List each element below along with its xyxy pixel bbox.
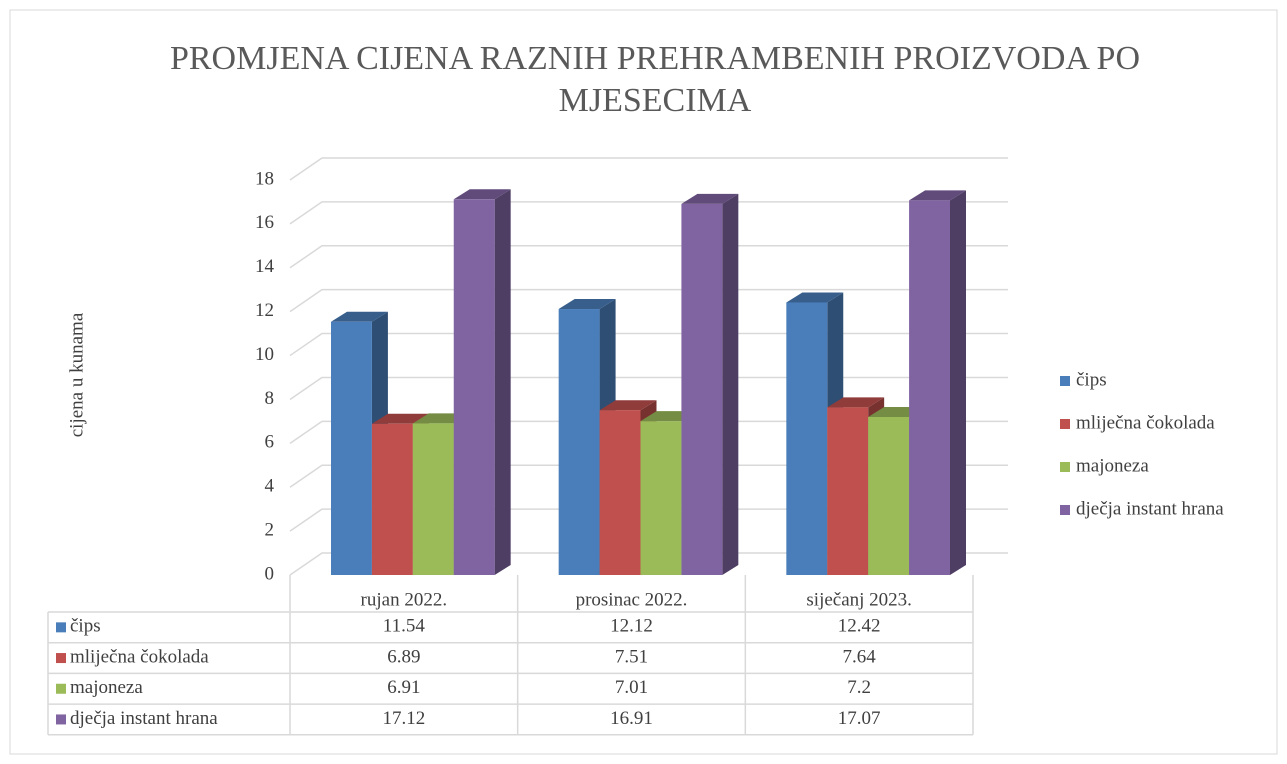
bar-front [371, 423, 413, 575]
bar-front [909, 200, 950, 576]
x-tick-label: prosinac 2022. [576, 589, 688, 610]
bar [453, 189, 511, 576]
grid-line [289, 332, 1008, 357]
bar-front [827, 407, 869, 575]
bar-top [827, 397, 885, 408]
table-row-label: čips [70, 616, 101, 637]
table-row-label: majoneza [70, 677, 143, 698]
table-row-label: dječja instant hrana [70, 708, 218, 729]
legend-key [1060, 505, 1070, 515]
table-legend-key [56, 622, 66, 633]
y-tick-label: 18 [255, 168, 274, 189]
legend-label: čips [1076, 369, 1107, 390]
bar-front [640, 421, 682, 575]
table-cell: 7.2 [847, 677, 871, 698]
bar-top [331, 311, 388, 322]
table-legend-key [56, 714, 66, 725]
y-tick-label: 0 [265, 563, 275, 584]
table-row-label: mliječna čokolada [70, 646, 209, 667]
grid-line [289, 420, 1008, 444]
bar-front [868, 417, 910, 575]
bar [909, 190, 966, 576]
bar-top [681, 193, 739, 204]
table-cell: 16.91 [610, 708, 653, 729]
bar-top [909, 190, 966, 201]
grid-line [289, 376, 1008, 401]
legend-key [1060, 376, 1070, 386]
bar-top [453, 189, 511, 200]
y-axis-label: cijena u kunama [66, 312, 87, 437]
grid-line [289, 245, 1008, 269]
legend-label: dječja instant hrana [1076, 498, 1224, 519]
table-cell: 17.12 [382, 708, 425, 729]
table-cell: 11.54 [383, 616, 426, 637]
bar [558, 299, 616, 575]
legend-label: mliječna čokolada [1076, 412, 1215, 433]
chart-title: PROMJENA CIJENA RAZNIH PREHRAMBENIH PROI… [169, 40, 1141, 119]
grid-line [289, 157, 1008, 181]
bar-side [722, 193, 739, 576]
table-cell: 12.12 [610, 616, 653, 637]
x-tick-label: siječanj 2023. [806, 589, 912, 610]
bar-top [786, 292, 844, 303]
grid-line [289, 552, 1008, 576]
bar-front [681, 203, 723, 576]
legend-key [1060, 419, 1070, 429]
bar-side [494, 189, 511, 576]
y-tick-label: 8 [265, 388, 275, 409]
bar-front [453, 199, 495, 576]
y-tick-label: 14 [255, 256, 275, 277]
y-tick-label: 10 [255, 344, 274, 365]
grid-line [289, 201, 1008, 225]
table-legend-key [56, 683, 66, 694]
y-tick-label: 2 [265, 519, 275, 540]
y-tick-label: 6 [265, 432, 275, 453]
bar-front [786, 302, 828, 575]
table-cell: 7.51 [615, 646, 648, 667]
bar-top [371, 413, 429, 424]
table-cell: 6.91 [387, 677, 420, 698]
y-tick-label: 16 [255, 212, 274, 233]
table-cell: 7.01 [615, 677, 648, 698]
bar-front [599, 410, 641, 575]
bar-front [331, 321, 372, 575]
table-cell: 12.42 [838, 616, 881, 637]
grid-line [289, 508, 1008, 532]
bar-front [412, 423, 454, 575]
bar-top [599, 400, 657, 411]
grid-line [289, 288, 1008, 313]
x-tick-label: rujan 2022. [361, 589, 448, 610]
table-cell: 17.07 [838, 708, 881, 729]
legend-key [1060, 462, 1070, 472]
bar-top [558, 299, 616, 310]
grid-line [289, 464, 1008, 488]
table-cell: 6.89 [387, 646, 420, 667]
table-cell: 7.64 [843, 646, 877, 667]
bar-side [950, 190, 966, 576]
bar [681, 193, 739, 576]
legend-label: majoneza [1076, 455, 1149, 476]
y-tick-label: 4 [265, 476, 275, 497]
bar-front [558, 309, 600, 575]
y-tick-label: 12 [255, 300, 274, 321]
table-legend-key [56, 653, 66, 664]
